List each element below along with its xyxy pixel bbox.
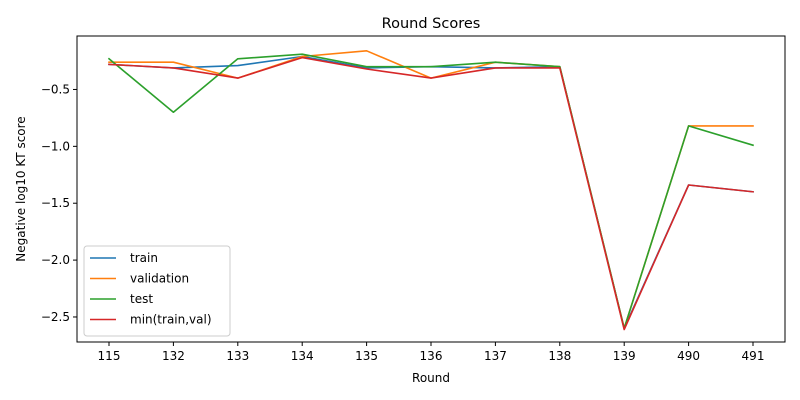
legend: train validation test min(train,val) bbox=[83, 245, 231, 337]
x-tick-label: 135 bbox=[355, 349, 378, 363]
legend-label: train bbox=[130, 251, 158, 265]
x-tick-label: 139 bbox=[613, 349, 636, 363]
x-tick-label: 491 bbox=[742, 349, 765, 363]
x-tick-label: 134 bbox=[291, 349, 314, 363]
y-tick-label: −2.0 bbox=[41, 253, 70, 267]
y-tick-label: −1.5 bbox=[41, 196, 70, 210]
x-tick-label: 115 bbox=[98, 349, 121, 363]
legend-box bbox=[83, 245, 231, 337]
y-tick-label: −2.5 bbox=[41, 310, 70, 324]
legend-label: validation bbox=[130, 272, 189, 286]
x-tick-label: 138 bbox=[548, 349, 571, 363]
y-axis: −2.5 −2.0 −1.5 −1.0 −0.5 bbox=[41, 82, 77, 324]
y-tick-label: −1.0 bbox=[41, 139, 70, 153]
y-tick-label: −0.5 bbox=[41, 82, 70, 96]
x-axis-label: Round bbox=[412, 371, 450, 385]
x-axis: 115 132 133 134 135 136 137 138 139 490 491 bbox=[98, 342, 765, 363]
chart-title: Round Scores bbox=[382, 16, 481, 32]
legend-label: min(train,val) bbox=[130, 313, 212, 327]
x-tick-label: 136 bbox=[420, 349, 443, 363]
legend-label: test bbox=[130, 292, 153, 306]
x-tick-label: 133 bbox=[226, 349, 249, 363]
x-tick-label: 132 bbox=[162, 349, 185, 363]
x-tick-label: 137 bbox=[484, 349, 507, 363]
series-layer bbox=[107, 49, 754, 331]
series-line-test bbox=[107, 53, 754, 330]
x-tick-label: 490 bbox=[677, 349, 700, 363]
series-line-min-train-val bbox=[108, 56, 754, 331]
y-axis-label: Negative log10 KT score bbox=[14, 116, 28, 261]
